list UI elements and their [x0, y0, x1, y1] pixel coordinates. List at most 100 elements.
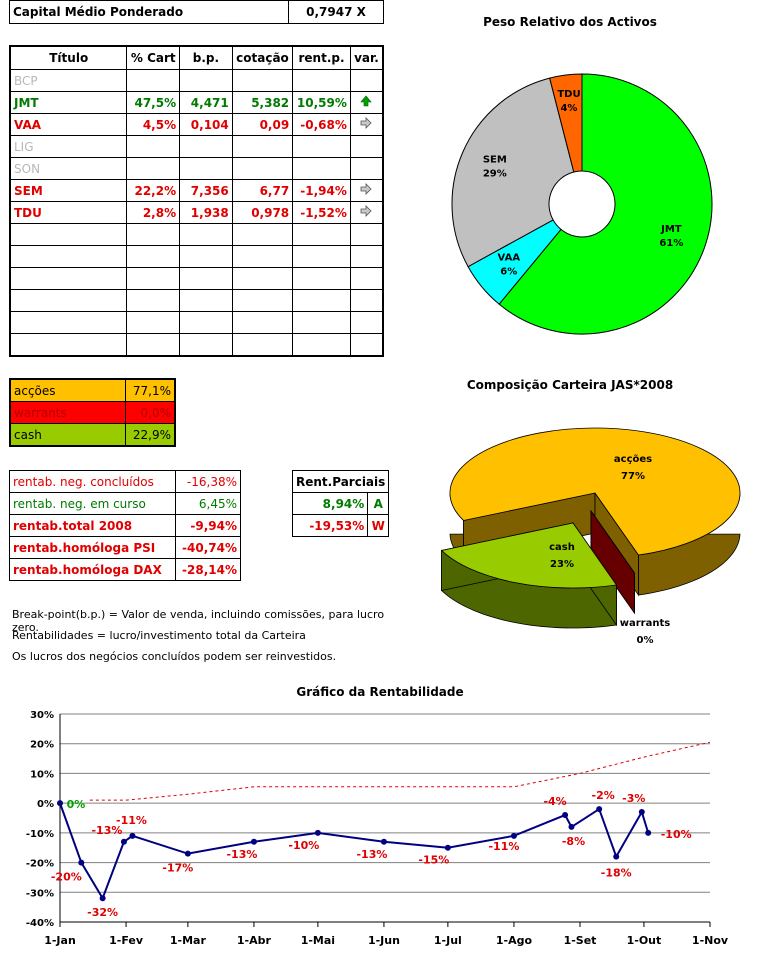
- y-tick-label: -40%: [26, 918, 54, 929]
- position-titulo: VAA: [9, 113, 128, 136]
- y-tick-label: 10%: [30, 769, 54, 780]
- pie3d-label: acções: [614, 454, 652, 465]
- position-titulo: [9, 289, 128, 312]
- rentab-label: rentab. neg. concluídos: [9, 470, 176, 493]
- data-point: [444, 844, 451, 851]
- line-chart-title: Gráfico da Rentabilidade: [296, 685, 464, 699]
- pie3d-percent: 0%: [637, 635, 654, 646]
- parcial-flag: A: [367, 492, 390, 515]
- position-row: TDU 2,8% 1,938 0,978 -1,52%: [9, 201, 384, 224]
- position-cotacao: 0,978: [231, 201, 294, 224]
- position-cart: [126, 267, 181, 290]
- var-cell: [349, 289, 384, 312]
- position-rent: -1,94%: [292, 179, 351, 202]
- position-cart: 22,2%: [126, 179, 181, 202]
- position-rent: [292, 135, 351, 158]
- y-tick-label: 20%: [30, 740, 54, 751]
- position-cotacao: [231, 289, 294, 312]
- var-cell: [349, 223, 384, 246]
- data-label: -13%: [226, 848, 257, 861]
- arrow-right-icon: [349, 201, 384, 224]
- position-titulo: [9, 333, 128, 357]
- position-cotacao: [231, 333, 294, 357]
- notes: Break-point(b.p.) = Valor de venda, incl…: [12, 608, 412, 671]
- data-label: -20%: [51, 871, 82, 884]
- x-tick-label: 1-Ago: [496, 934, 533, 947]
- data-point: [645, 829, 652, 836]
- position-row: BCP: [9, 69, 384, 92]
- position-bp: [179, 223, 233, 246]
- position-cotacao: [231, 245, 294, 268]
- capital-value: 0,7947 X: [288, 0, 384, 24]
- position-cart: [126, 223, 181, 246]
- position-rent: -0,68%: [292, 113, 351, 136]
- rentab-label: rentab. neg. em curso: [9, 492, 176, 515]
- var-cell: [349, 333, 384, 357]
- data-point: [250, 838, 257, 845]
- data-point: [99, 895, 106, 902]
- donut-label: TDU: [557, 89, 580, 100]
- rentab-value: -28,14%: [175, 558, 241, 581]
- data-point: [120, 838, 127, 845]
- y-tick-label: -30%: [26, 888, 54, 899]
- data-point: [638, 809, 645, 816]
- position-titulo: [9, 245, 128, 268]
- x-tick-label: 1-Jan: [44, 934, 76, 947]
- var-cell: [349, 267, 384, 290]
- pie3d-chart: acções 77% warrants 0% cash 23%: [440, 427, 741, 646]
- rentab-table: rentab. neg. concluídos -16,38% rentab. ne…: [9, 470, 241, 581]
- data-point: [129, 832, 136, 839]
- position-bp: 1,938: [179, 201, 233, 224]
- position-cart: [126, 245, 181, 268]
- data-point: [57, 800, 63, 807]
- donut-percent: 6%: [500, 267, 517, 278]
- x-tick-label: 1-Jul: [434, 934, 462, 947]
- donut-slice-jmt: [498, 73, 713, 335]
- position-cotacao: [231, 157, 294, 180]
- composition-table: acções 77,1% warrants 0,0% cash 22,9%: [9, 378, 176, 447]
- position-rent: [292, 245, 351, 268]
- col-bp: b.p.: [179, 45, 233, 70]
- pie3d-label: warrants: [620, 618, 670, 629]
- position-bp: [179, 245, 233, 268]
- position-bp: [179, 289, 233, 312]
- position-cart: [126, 289, 181, 312]
- x-tick-label: 1-Nov: [692, 934, 729, 947]
- position-rent: [292, 289, 351, 312]
- data-point: [78, 859, 85, 866]
- position-cart: [126, 333, 181, 357]
- note-rentabilidades: Rentabilidades = lucro/investimento tota…: [12, 629, 306, 642]
- position-cotacao: 0,09: [231, 113, 294, 136]
- donut-label: JMT: [660, 224, 682, 235]
- donut-chart: JMT 61% VAA 6% SEM 29% TDU 4%: [451, 73, 713, 335]
- x-tick-label: 1-Abr: [237, 934, 272, 947]
- position-row: [9, 245, 384, 268]
- rentab-label: rentab.total 2008: [9, 514, 176, 537]
- position-cotacao: [231, 267, 294, 290]
- data-label: -18%: [601, 867, 632, 880]
- data-point: [568, 823, 575, 830]
- var-cell: [349, 245, 384, 268]
- data-label: -8%: [562, 835, 585, 848]
- position-cotacao: [231, 69, 294, 92]
- position-cotacao: 5,382: [231, 91, 294, 114]
- y-tick-label: 0%: [37, 799, 54, 810]
- parciais-table: Rent.Parciais 8,94% A -19,53% W: [291, 470, 390, 537]
- positions-header: Título % Cart b.p. cotação rent.p. var.: [9, 45, 384, 70]
- arrow-right-icon: [349, 179, 384, 202]
- donut-label: VAA: [498, 253, 521, 264]
- position-row: [9, 223, 384, 246]
- position-bp: [179, 157, 233, 180]
- col-cart: % Cart: [126, 45, 181, 70]
- donut-percent: 29%: [483, 168, 507, 179]
- col-titulo: Título: [9, 45, 128, 70]
- composition-label: warrants: [9, 401, 126, 424]
- parciais-title: Rent.Parciais: [291, 470, 390, 493]
- position-cotacao: 6,77: [231, 179, 294, 202]
- position-rent: [292, 157, 351, 180]
- arrow-right-icon: [349, 113, 384, 136]
- pie3d-chart-title: Composição Carteira JAS*2008: [466, 378, 674, 392]
- data-label: -10%: [661, 828, 692, 841]
- y-tick-label: -20%: [26, 859, 54, 870]
- position-rent: [292, 69, 351, 92]
